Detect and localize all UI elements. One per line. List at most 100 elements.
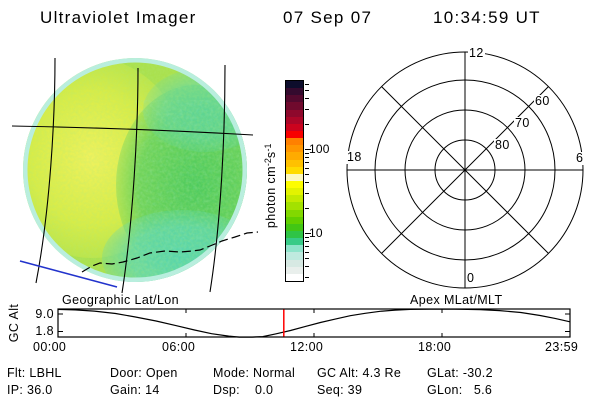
- colorbar-band: [286, 273, 303, 281]
- status-glon: GLon: 5.6: [427, 383, 493, 397]
- unit-word: photon cm: [264, 166, 278, 229]
- colorbar-band: [286, 230, 303, 239]
- apex-polar-grid: [346, 51, 584, 289]
- colorbar-band: [286, 109, 303, 117]
- timeline-frame: [57, 308, 571, 338]
- coastline: [81, 231, 259, 273]
- unit-sup-2: -2: [263, 158, 273, 167]
- colorbar-band: [286, 123, 303, 131]
- colorbar-minor-tick: [305, 84, 309, 85]
- status-glat: GLat: -30.2: [427, 366, 493, 380]
- header-date: 07 Sep 07: [283, 8, 373, 27]
- timeline-axis-ticks: [58, 309, 570, 337]
- colorbar-band: [286, 152, 303, 160]
- colorbar-minor-tick: [305, 157, 309, 158]
- colorbar-band: [286, 209, 303, 217]
- caption-geographic: Geographic Lat/Lon: [62, 293, 180, 307]
- colorbar-minor-tick: [305, 252, 309, 253]
- colorbar-minor-tick: [305, 241, 309, 242]
- colorbar-tick-label-100: 100: [309, 142, 330, 156]
- colorbar-band: [286, 166, 303, 174]
- colorbar-minor-tick: [305, 182, 309, 183]
- colorbar-minor-tick: [305, 266, 309, 267]
- colorbar-band: [286, 81, 303, 89]
- colorbar-tick-label-10: 10: [309, 226, 323, 240]
- colorbar-major-tick: [305, 149, 311, 150]
- xtick-0600: 06:00: [162, 340, 196, 354]
- colorbar-band: [286, 223, 303, 231]
- colorbar-minor-tick: [305, 246, 309, 247]
- colorbar-band: [286, 102, 303, 110]
- status-door: Door: Open: [110, 366, 178, 380]
- colorbar: [285, 80, 304, 282]
- xtick-1200: 12:00: [290, 340, 324, 354]
- status-dsp: Dsp: 0.0: [213, 383, 274, 397]
- status-gain: Gain: 14: [110, 383, 160, 397]
- colorbar-major-tick: [305, 233, 311, 234]
- colorbar-minor-tick: [305, 98, 309, 99]
- colorbar-band: [286, 145, 303, 153]
- colorbar-minor-tick: [305, 109, 309, 110]
- colorbar-band: [286, 259, 303, 267]
- colorbar-band: [286, 245, 303, 253]
- mlt-label-18: 18: [346, 150, 363, 164]
- colorbar-band: [286, 130, 303, 139]
- colorbar-band: [286, 195, 303, 203]
- gc-alt-curve: [57, 308, 571, 338]
- colorbar-minor-tick: [305, 258, 309, 259]
- colorbar-band: [286, 138, 303, 146]
- app-title: Ultraviolet Imager: [40, 8, 197, 27]
- ytick-9.0: 9.0: [35, 307, 54, 321]
- colorbar-minor-tick: [305, 193, 309, 194]
- status-mode: Mode: Normal: [213, 366, 296, 380]
- status-seq: Seq: 39: [317, 383, 363, 397]
- status-gc-alt: GC Alt: 4.3 Re: [317, 366, 402, 380]
- colorbar-band: [286, 180, 303, 189]
- caption-apex: Apex MLat/MLT: [410, 293, 503, 307]
- status-ip: IP: 36.0: [7, 383, 53, 397]
- meridian-line-1: [35, 57, 56, 284]
- colorbar-minor-tick: [305, 168, 309, 169]
- unit-s: s: [264, 151, 278, 159]
- meridian-line-2: [121, 67, 139, 294]
- uv-earth-disk-image: [11, 57, 259, 294]
- colorbar-band: [286, 95, 303, 103]
- header-time: 10:34:59 UT: [433, 8, 541, 27]
- colorbar-band: [286, 252, 303, 260]
- colorbar-band: [286, 238, 303, 246]
- polar-spoke-diag2: [381, 86, 549, 254]
- colorbar-band: [286, 266, 303, 274]
- colorbar-minor-tick: [305, 162, 309, 163]
- mlat-label-80: 80: [494, 138, 511, 152]
- terminator-line: [19, 260, 118, 288]
- colorbar-band: [286, 173, 303, 181]
- colorbar-unit-label: photon cm-2s-1: [249, 101, 292, 286]
- parallel-line: [11, 125, 254, 136]
- mlt-label-0: 0: [466, 271, 476, 285]
- meridian-line-3: [209, 64, 226, 293]
- colorbar-minor-tick: [305, 208, 309, 209]
- colorbar-minor-tick: [305, 90, 309, 91]
- xtick-0000: 00:00: [33, 340, 67, 354]
- mlat-label-60: 60: [534, 94, 551, 108]
- colorbar-band: [286, 188, 303, 196]
- status-flt: Flt: LBHL: [7, 366, 62, 380]
- unit-sup-1: -1: [263, 143, 273, 152]
- mlat-label-70: 70: [514, 116, 531, 130]
- colorbar-band: [286, 202, 303, 210]
- colorbar-minor-tick: [305, 174, 309, 175]
- timeline-ylabel: GC Alt: [7, 303, 21, 343]
- ytick-1.8: 1.8: [35, 324, 54, 338]
- colorbar-minor-tick: [305, 153, 309, 154]
- mlt-label-12: 12: [468, 46, 485, 60]
- colorbar-minor-tick: [305, 124, 309, 125]
- xtick-2359: 23:59: [545, 340, 579, 354]
- colorbar-band: [286, 216, 303, 224]
- mlt-label-6: 6: [575, 151, 585, 165]
- gc-alt-timeline-plot: [57, 308, 571, 338]
- colorbar-band: [286, 159, 303, 167]
- colorbar-minor-tick: [305, 277, 309, 278]
- xtick-1800: 18:00: [418, 340, 452, 354]
- colorbar-band: [286, 88, 303, 96]
